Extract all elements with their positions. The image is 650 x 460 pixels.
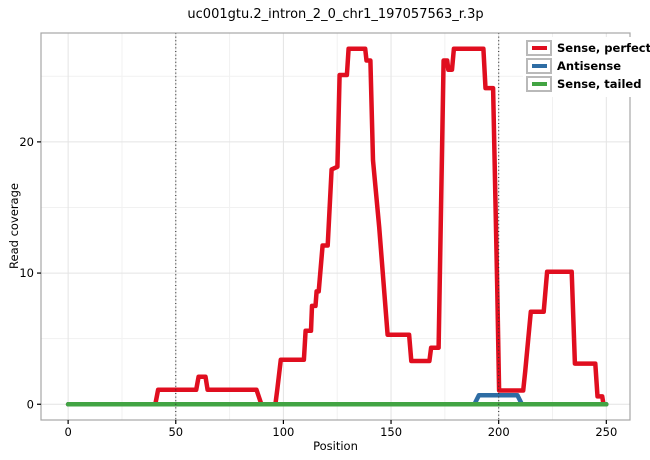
- x-tick-label: 200: [488, 425, 510, 439]
- y-tick-label: 10: [19, 266, 34, 280]
- x-tick-label: 100: [272, 425, 294, 439]
- x-tick-label: 150: [380, 425, 402, 439]
- legend-key-sense-perfect: [526, 40, 552, 56]
- chart-title: uc001gtu.2_intron_2_0_chr1_197057563_r.3…: [187, 7, 484, 22]
- legend-label-sense-perfect: Sense, perfect: [557, 41, 650, 55]
- y-tick-label: 0: [27, 397, 34, 411]
- legend-item-antisense: Antisense: [526, 58, 650, 74]
- legend-key-antisense: [526, 58, 552, 74]
- axis-ticks: 0 50 100 150 200 250 0 10 20: [19, 135, 617, 439]
- green-line-swatch-icon: [531, 81, 547, 87]
- legend-label-sense-tailed: Sense, tailed: [557, 77, 642, 91]
- legend-item-sense-tailed: Sense, tailed: [526, 76, 650, 92]
- y-tick-label: 20: [19, 135, 34, 149]
- chart-legend: Sense, perfect Antisense Sense, tailed: [523, 37, 650, 97]
- x-tick-label: 50: [168, 425, 183, 439]
- x-tick-label: 250: [595, 425, 617, 439]
- x-tick-label: 0: [64, 425, 71, 439]
- blue-line-swatch-icon: [531, 63, 547, 69]
- plot-panel: [41, 33, 630, 420]
- red-line-swatch-icon: [531, 45, 547, 51]
- legend-item-sense-perfect: Sense, perfect: [526, 40, 650, 56]
- series-line-sense-perfect: [65, 46, 609, 407]
- x-axis-title: Position: [313, 439, 358, 453]
- legend-key-sense-tailed: [526, 76, 552, 92]
- legend-label-antisense: Antisense: [557, 59, 622, 73]
- series-lines: [65, 46, 609, 407]
- panel-border: [40, 32, 631, 421]
